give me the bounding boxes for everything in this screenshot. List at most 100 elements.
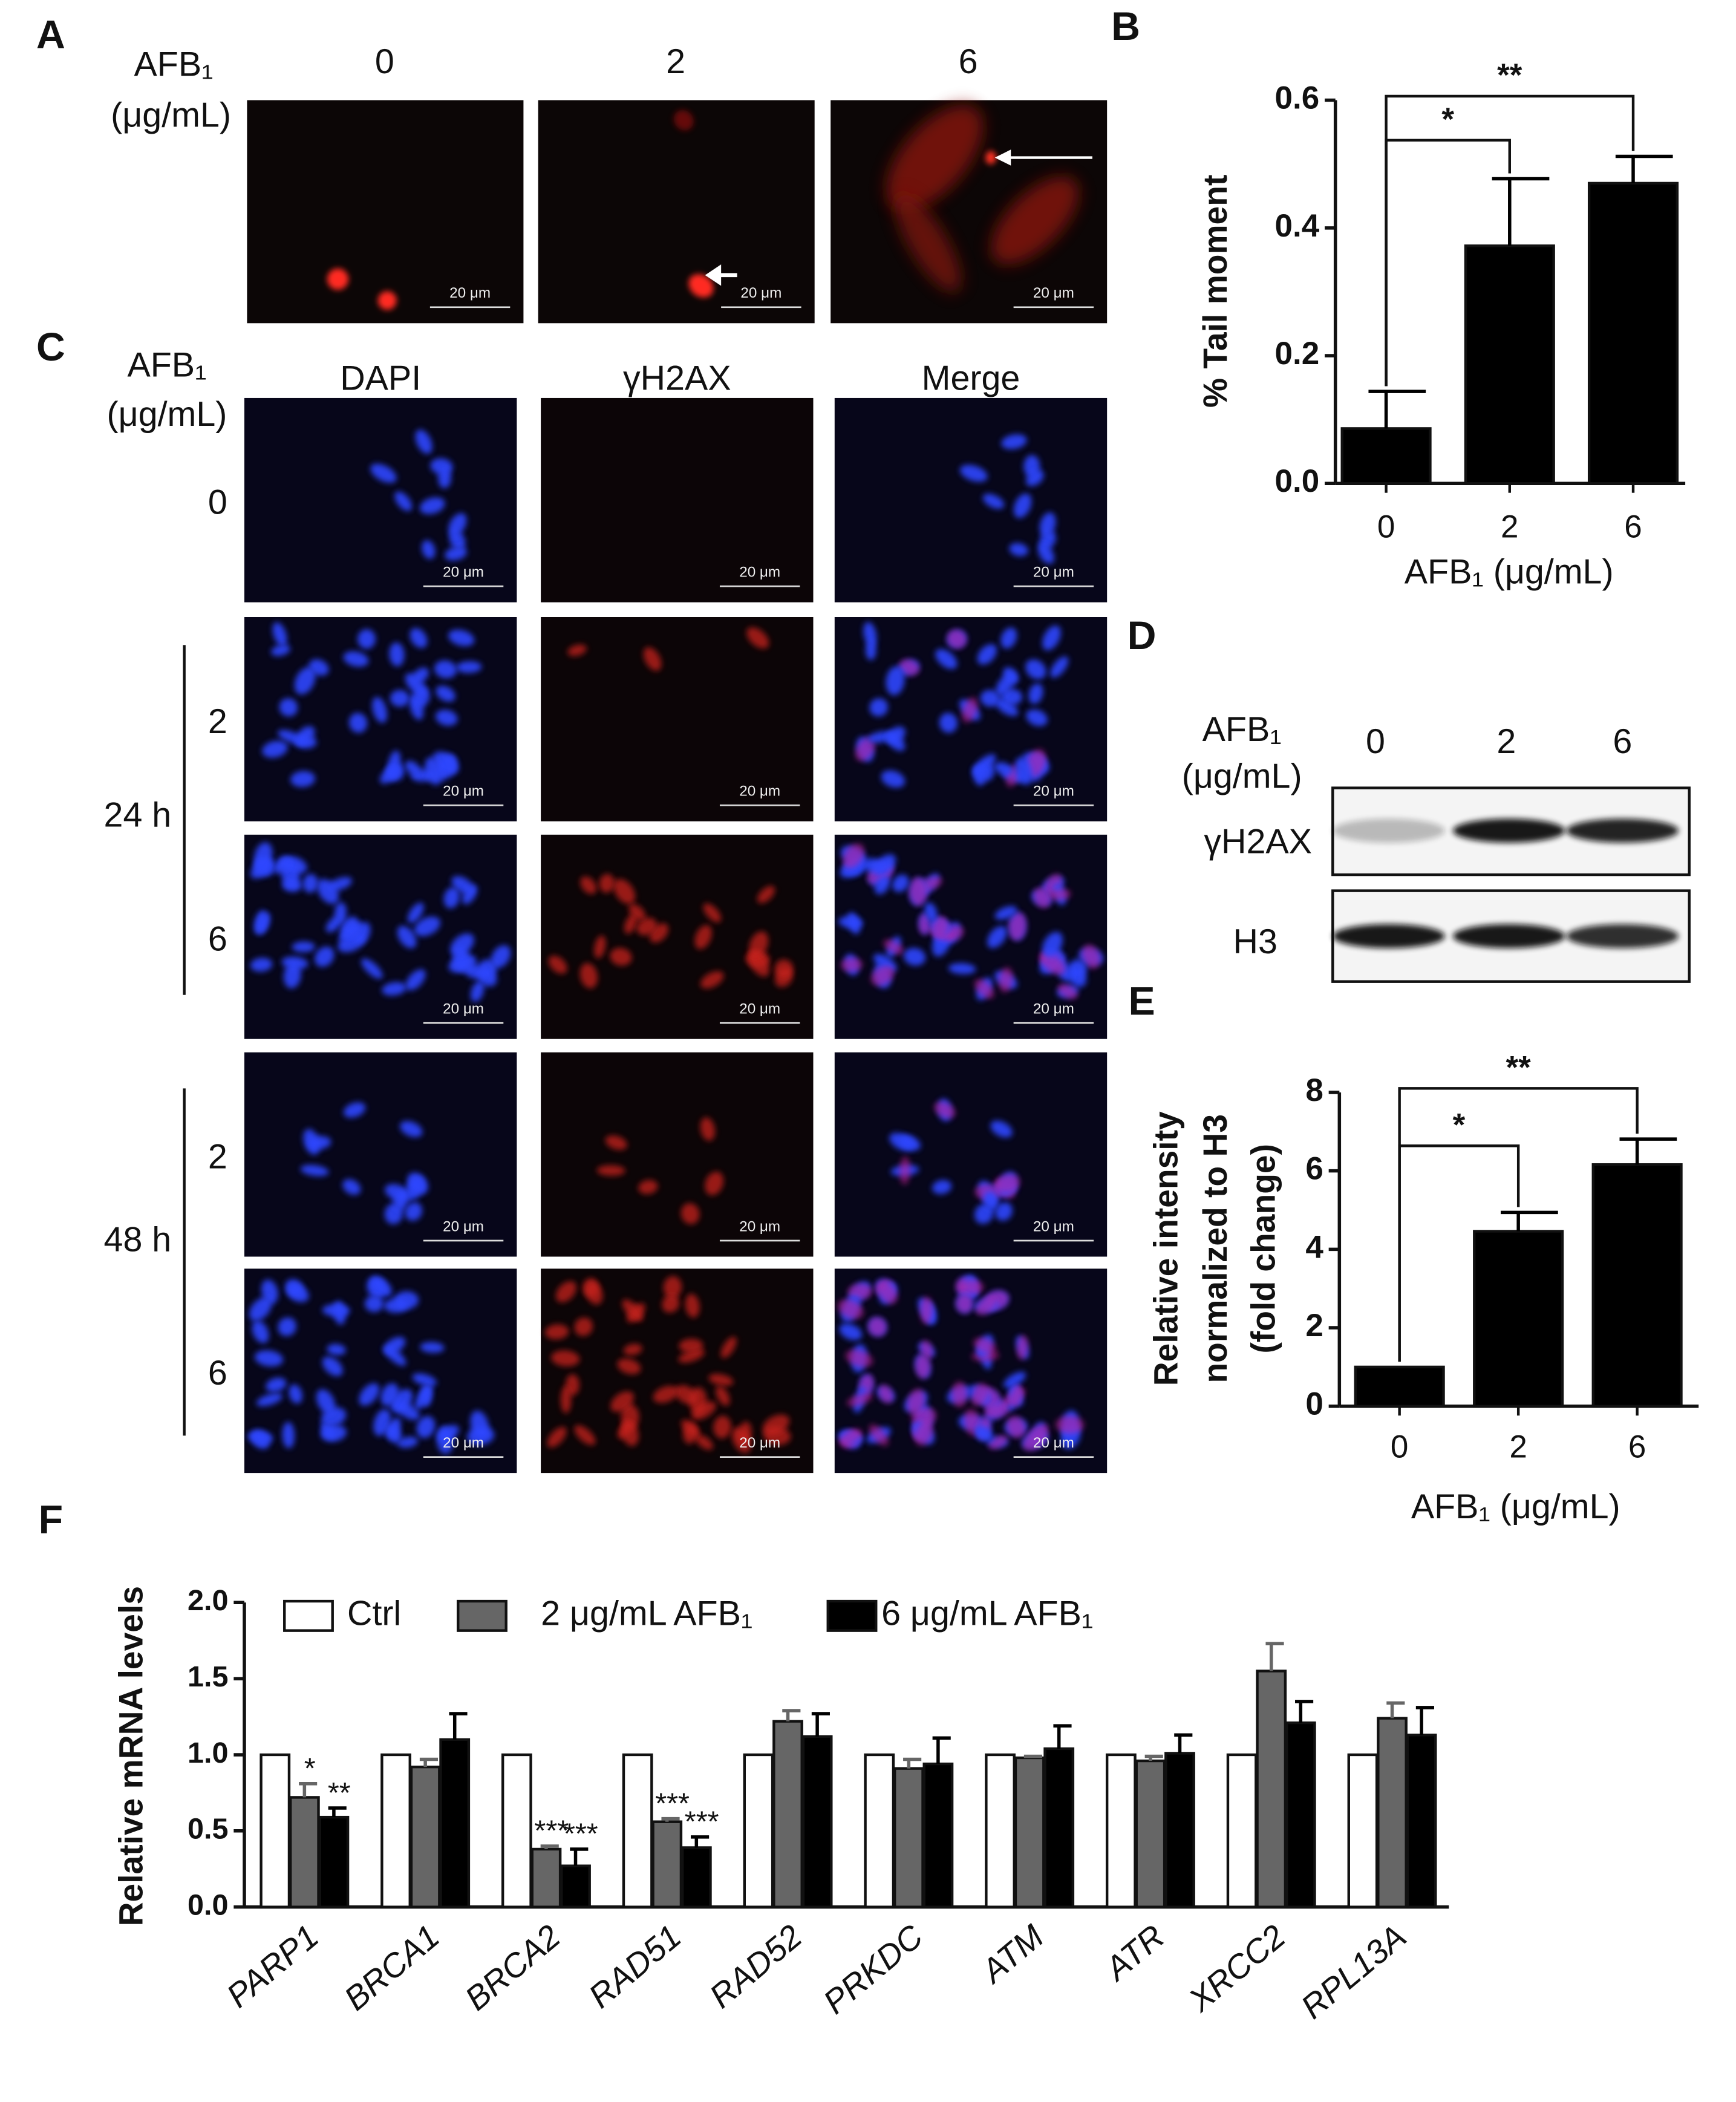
y-tick-label: 0.0 bbox=[1275, 463, 1320, 499]
cell bbox=[289, 1384, 303, 1404]
bar bbox=[1473, 1230, 1564, 1408]
x-axis-label: AFB₁ (μg/mL) bbox=[1411, 1487, 1620, 1526]
cell bbox=[470, 981, 485, 1002]
bar bbox=[1135, 1759, 1166, 1908]
scale-bar-label: 20 μm bbox=[443, 1218, 484, 1235]
x-tick-label: 0 bbox=[1391, 1429, 1408, 1464]
cell bbox=[863, 622, 877, 647]
cell bbox=[984, 1191, 999, 1210]
error-bar bbox=[1144, 1754, 1163, 1761]
y-tick-label: 0 bbox=[1305, 1386, 1323, 1422]
cell bbox=[995, 698, 1019, 716]
y-tick-label: 2.0 bbox=[188, 1584, 228, 1617]
dose-label: 2 bbox=[1496, 722, 1516, 761]
cell bbox=[903, 947, 926, 966]
bar bbox=[893, 1767, 924, 1908]
cell bbox=[579, 963, 598, 988]
cell bbox=[567, 644, 587, 656]
error-bar bbox=[1615, 154, 1673, 183]
y-tick-label: 0.4 bbox=[1275, 208, 1320, 244]
micrograph bbox=[834, 1052, 1108, 1257]
cell bbox=[994, 762, 1013, 775]
cell bbox=[327, 268, 349, 290]
cell bbox=[382, 982, 406, 996]
bar bbox=[1043, 1747, 1075, 1908]
error-bar bbox=[328, 1806, 347, 1818]
cell bbox=[415, 429, 432, 454]
cell bbox=[947, 629, 967, 648]
cell bbox=[1057, 984, 1078, 999]
panel-letter: E bbox=[1128, 979, 1155, 1024]
cell bbox=[341, 916, 359, 937]
bar bbox=[1591, 1163, 1683, 1408]
cell bbox=[935, 648, 958, 670]
cell bbox=[878, 1282, 898, 1304]
cell bbox=[869, 1424, 889, 1446]
cell bbox=[279, 698, 298, 717]
cell bbox=[361, 958, 383, 979]
x-tick-label: ATM bbox=[973, 1918, 1051, 1991]
cell bbox=[1042, 932, 1063, 958]
x-tick-label: PRKDC bbox=[816, 1917, 930, 2021]
cell bbox=[708, 1374, 734, 1386]
cell bbox=[762, 1414, 790, 1435]
bar bbox=[560, 1864, 591, 1908]
cell bbox=[613, 879, 636, 904]
cell bbox=[436, 685, 455, 702]
error-bar bbox=[1174, 1733, 1193, 1754]
cell bbox=[899, 1135, 921, 1151]
cell bbox=[869, 698, 889, 717]
cell bbox=[678, 1349, 705, 1363]
cell bbox=[932, 1180, 952, 1195]
x-tick-label: RPL13A bbox=[1294, 1918, 1413, 2026]
cell bbox=[448, 513, 467, 537]
error-bar bbox=[299, 1782, 318, 1798]
cell bbox=[560, 1386, 572, 1414]
cell bbox=[970, 1383, 989, 1406]
cell bbox=[1007, 1415, 1026, 1438]
error-bar bbox=[782, 1709, 801, 1722]
channel-label: γH2AX bbox=[623, 359, 731, 397]
cell bbox=[296, 726, 315, 745]
cell bbox=[837, 1299, 864, 1319]
cell bbox=[839, 1429, 863, 1446]
cell bbox=[491, 945, 511, 968]
cell bbox=[322, 1304, 350, 1317]
cell bbox=[974, 1426, 994, 1442]
cell bbox=[873, 854, 896, 876]
cell bbox=[380, 1383, 399, 1406]
cell bbox=[962, 697, 978, 723]
bar bbox=[1014, 1756, 1045, 1908]
cell bbox=[410, 628, 428, 648]
cell bbox=[679, 1338, 703, 1353]
cell bbox=[909, 877, 927, 906]
cell bbox=[300, 1164, 329, 1177]
cell bbox=[638, 1180, 658, 1195]
cell bbox=[416, 1415, 436, 1438]
cell bbox=[892, 874, 909, 892]
error-bar bbox=[570, 1847, 589, 1866]
cell bbox=[1008, 912, 1026, 941]
y-tick-label: 1.0 bbox=[188, 1737, 228, 1769]
bar bbox=[1226, 1753, 1258, 1908]
cell bbox=[405, 760, 422, 777]
band bbox=[1452, 818, 1565, 843]
cell bbox=[994, 906, 1017, 920]
significance-label: ** bbox=[328, 1777, 351, 1809]
cell bbox=[720, 1336, 737, 1359]
cell bbox=[939, 713, 958, 733]
cell bbox=[680, 1203, 700, 1224]
x-tick-label: 6 bbox=[1628, 1429, 1646, 1464]
error-bar bbox=[419, 1757, 439, 1767]
cell bbox=[436, 1426, 454, 1454]
scale-bar-label: 20 μm bbox=[740, 285, 782, 301]
cell bbox=[302, 873, 318, 893]
time-label: 48 h bbox=[104, 1220, 172, 1259]
cell bbox=[865, 640, 876, 661]
cell bbox=[974, 979, 994, 999]
band bbox=[1566, 818, 1679, 843]
cell bbox=[1025, 659, 1046, 680]
cell bbox=[716, 1386, 730, 1406]
x-tick-label: 2 bbox=[1509, 1429, 1527, 1464]
cell bbox=[980, 690, 1000, 707]
